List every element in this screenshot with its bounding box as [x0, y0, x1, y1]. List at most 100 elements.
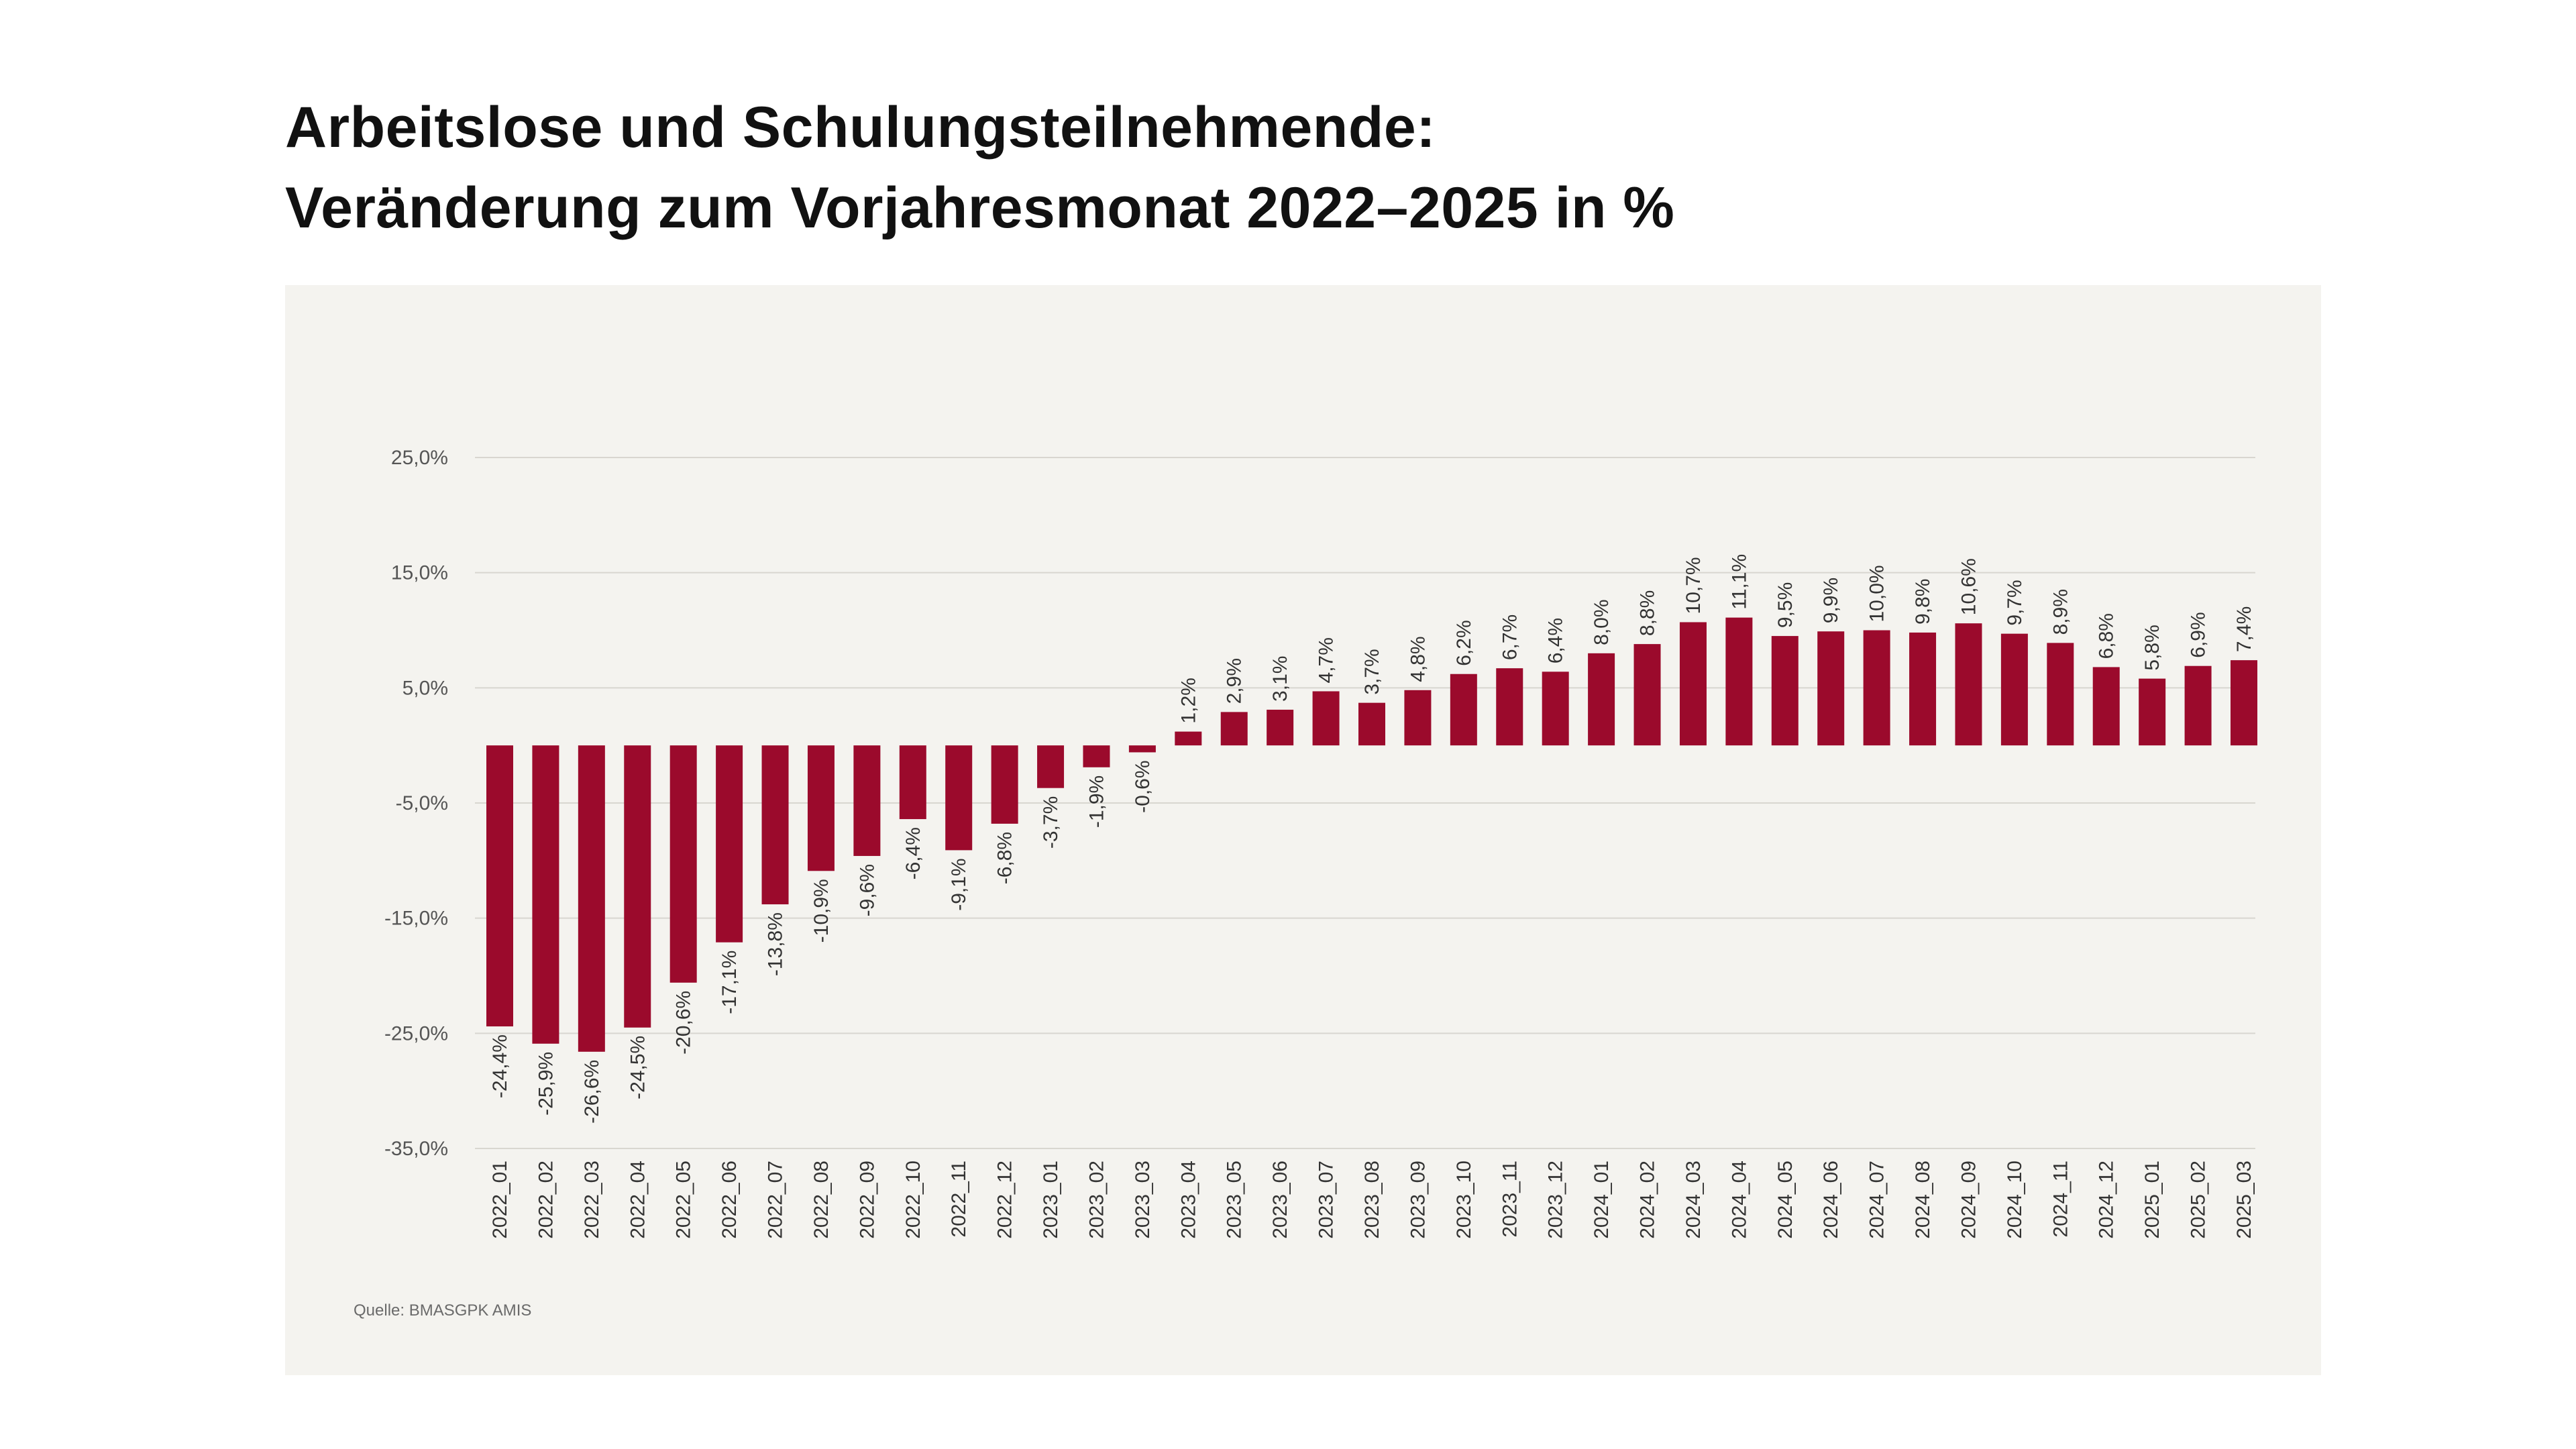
x-tick-label: 2022_02: [535, 1161, 557, 1239]
bar: [2231, 660, 2257, 746]
x-tick-label: 2023_12: [1545, 1161, 1567, 1239]
x-tick-label: 2023_11: [1499, 1161, 1521, 1238]
bar: [532, 745, 559, 1044]
x-tick-label: 2024_03: [1682, 1161, 1705, 1239]
data-label: -1,9%: [1085, 775, 1108, 828]
x-tick-label: 2024_10: [2004, 1161, 2026, 1239]
bar: [1817, 631, 1845, 746]
bar: [1863, 630, 1890, 746]
data-label: -10,9%: [810, 879, 833, 943]
data-label: -24,4%: [489, 1034, 511, 1098]
data-label: 9,8%: [1912, 579, 1934, 625]
y-tick-label: 25,0%: [391, 447, 448, 469]
bar: [2000, 633, 2028, 746]
data-label: 8,0%: [1591, 599, 1613, 645]
data-label: -0,6%: [1132, 760, 1154, 812]
bar: [899, 745, 926, 820]
x-tick-label: 2022_08: [810, 1161, 833, 1239]
x-tick-label: 2024_01: [1591, 1161, 1613, 1239]
x-tick-label: 2023_06: [1269, 1161, 1291, 1239]
x-tick-label: 2024_04: [1728, 1161, 1750, 1239]
data-label: 3,7%: [1361, 649, 1383, 694]
x-tick-label: 2024_07: [1866, 1161, 1888, 1239]
bar: [1128, 745, 1156, 753]
source-note: Quelle: BMASGPK AMIS: [354, 1301, 532, 1320]
data-label: 10,6%: [1957, 558, 1980, 615]
x-tick-label: 2023_08: [1361, 1161, 1383, 1239]
x-tick-label: 2022_11: [948, 1161, 970, 1238]
bar: [1588, 653, 1615, 746]
x-tick-label: 2023_02: [1085, 1161, 1108, 1239]
bar: [1725, 617, 1753, 746]
data-label: 1,2%: [1177, 678, 1199, 723]
data-label: 4,7%: [1316, 637, 1338, 683]
x-tick-label: 2024_06: [1820, 1161, 1842, 1239]
x-tick-label: 2022_04: [627, 1161, 649, 1239]
bar: [1175, 731, 1202, 746]
bar: [1496, 668, 1523, 746]
y-tick-label: 5,0%: [402, 677, 448, 699]
chart-title-line-1: Arbeitslose und Schulungsteilnehmende:: [285, 95, 1436, 160]
x-tick-label: 2022_09: [856, 1161, 878, 1239]
data-label: 8,9%: [2049, 589, 2072, 635]
bar: [807, 745, 835, 871]
x-tick-label: 2024_05: [1774, 1161, 1796, 1239]
x-tick-label: 2022_07: [765, 1161, 787, 1239]
bar: [2184, 665, 2212, 746]
x-tick-label: 2023_05: [1224, 1161, 1246, 1239]
data-label: 6,8%: [2096, 613, 2118, 659]
bar: [1037, 745, 1065, 788]
bar: [578, 745, 605, 1052]
bar: [1909, 632, 1937, 746]
data-label: 9,5%: [1774, 582, 1796, 628]
data-label: 3,1%: [1269, 656, 1291, 702]
data-label: 2,9%: [1224, 658, 1246, 704]
y-tick-label: -15,0%: [384, 908, 448, 930]
bar: [2047, 643, 2074, 746]
data-label: 6,7%: [1499, 614, 1521, 660]
chart-title-line-2: Veränderung zum Vorjahresmonat 2022–2025…: [285, 176, 1675, 240]
data-label: 9,9%: [1820, 578, 1842, 623]
y-tick-label: -25,0%: [384, 1022, 448, 1044]
x-tick-label: 2024_08: [1912, 1161, 1934, 1239]
data-label: -17,1%: [718, 951, 741, 1014]
y-tick-label: 15,0%: [391, 562, 448, 584]
data-label: -3,7%: [1040, 796, 1062, 849]
bar: [991, 745, 1018, 824]
data-label: -26,6%: [581, 1060, 603, 1124]
data-label: 5,8%: [2141, 625, 2163, 670]
bar: [853, 745, 881, 856]
chart-panel: 25,0% 15,0% 5,0% -5,0% -15,0% -25,0% -35,0% -24…: [285, 285, 2321, 1375]
data-label: 7,4%: [2233, 606, 2255, 652]
data-label: -6,8%: [994, 832, 1016, 884]
x-tick-label: 2023_01: [1040, 1161, 1062, 1239]
x-tick-label: 2024_12: [2096, 1161, 2118, 1239]
bar: [624, 745, 651, 1028]
bar: [486, 745, 513, 1027]
bar: [945, 745, 973, 851]
x-tick-label: 2025_02: [2188, 1161, 2210, 1239]
chart-title: Arbeitslose und Schulungsteilnehmende: V…: [285, 87, 1674, 248]
data-label: -24,5%: [627, 1036, 649, 1099]
y-tick-label: -5,0%: [396, 792, 448, 814]
x-tick-label: 2022_05: [673, 1161, 695, 1239]
bar: [1955, 623, 1982, 746]
data-label: 10,0%: [1866, 565, 1888, 622]
data-label: 9,7%: [2004, 580, 2026, 625]
x-tick-label: 2023_10: [1453, 1161, 1475, 1239]
data-label: 4,8%: [1407, 636, 1429, 682]
bar: [1312, 691, 1340, 746]
bar: [1404, 690, 1432, 746]
bar: [1220, 712, 1248, 746]
bar-chart: 25,0% 15,0% 5,0% -5,0% -15,0% -25,0% -35,0% -24…: [384, 447, 2257, 1239]
data-label: 6,9%: [2188, 612, 2210, 657]
data-label: -9,1%: [948, 858, 970, 910]
x-tick-label: 2022_10: [902, 1161, 924, 1239]
x-tick-label: 2025_03: [2233, 1161, 2255, 1239]
bar: [2092, 667, 2120, 746]
data-label: 6,4%: [1545, 618, 1567, 663]
x-tick-label: 2024_11: [2049, 1161, 2072, 1238]
bar: [1083, 745, 1110, 767]
data-label: 8,8%: [1637, 590, 1659, 636]
data-label: -20,6%: [673, 991, 695, 1055]
